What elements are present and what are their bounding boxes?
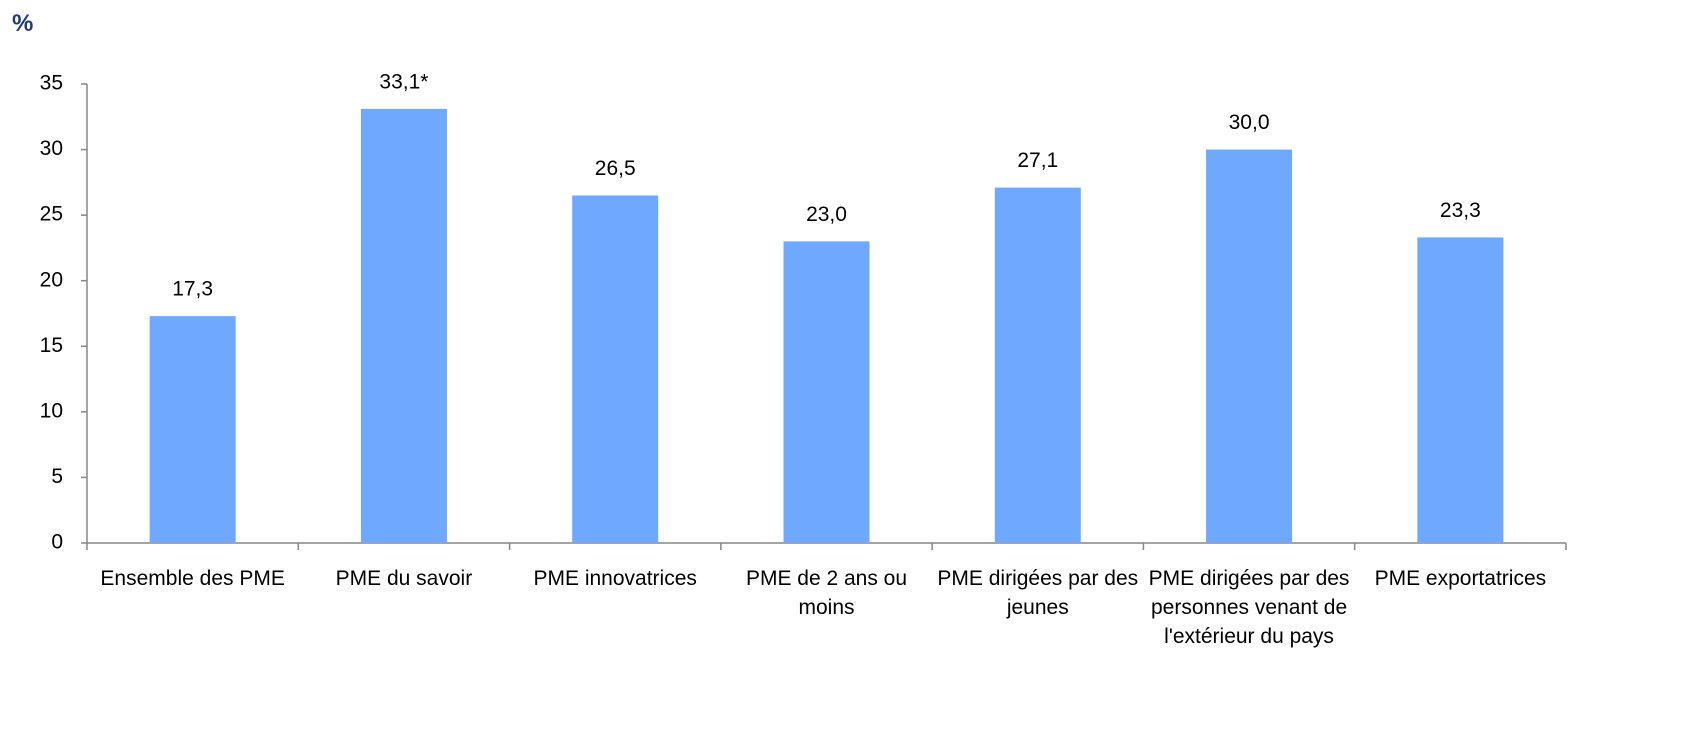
x-tick-label: Ensemble des PME [100,567,285,590]
y-tick-label: 10 [40,399,63,422]
x-tick-label: PME dirigées par des personnes venant de… [1148,567,1350,648]
y-tick-label: 30 [40,137,63,160]
y-tick-label: 0 [51,531,63,554]
x-tick-label: PME du savoir [335,567,473,590]
y-tick-label: 35 [40,72,63,95]
y-tick-label: 20 [40,268,63,291]
bar [149,316,236,543]
data-label: 26,5 [595,157,636,180]
data-label: 33,1* [379,70,428,93]
bar [572,195,659,543]
y-tick-label: 25 [40,203,63,226]
bar [360,108,447,543]
data-label: 27,1 [1017,149,1058,172]
data-label: 23,3 [1440,199,1481,222]
x-tick-label: PME dirigées par des jeunes [937,567,1139,619]
bar [994,187,1081,544]
y-tick-label: 15 [40,334,63,357]
y-axis-label: % [12,10,34,37]
bar [1206,149,1293,544]
y-tick-label: 5 [51,465,63,488]
x-tick-label: PME de 2 ans ou moins [745,567,908,619]
bar [1417,237,1504,544]
data-label: 23,0 [806,203,847,226]
bar [783,241,870,543]
x-tick-label: PME exportatrices [1374,567,1547,590]
data-label: 17,3 [172,278,213,301]
x-tick-label: PME innovatrices [533,567,697,590]
data-label: 30,0 [1229,111,1270,134]
